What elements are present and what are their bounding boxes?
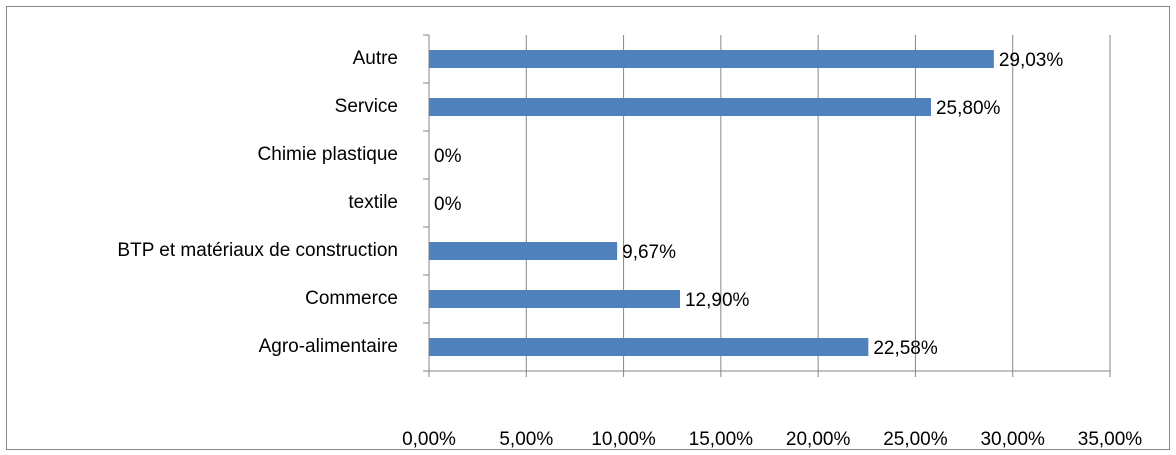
y-tick-label: Chimie plastique — [258, 144, 398, 165]
bar — [429, 242, 618, 260]
value-label: 9,67% — [622, 242, 676, 263]
value-label: 22,58% — [873, 338, 938, 359]
value-label: 0% — [434, 194, 462, 215]
x-tick-label: 20,00% — [786, 429, 851, 450]
x-tick-label: 25,00% — [883, 429, 948, 450]
y-tick-label: BTP et matériaux de construction — [117, 240, 398, 261]
x-tick-label: 5,00% — [499, 429, 553, 450]
y-tick-label: textile — [348, 192, 398, 213]
y-tick-label: Agro-alimentaire — [259, 336, 398, 357]
y-tick-label: Service — [335, 96, 398, 117]
x-tick-label: 15,00% — [689, 429, 754, 450]
bar — [429, 98, 931, 116]
chart-frame — [6, 6, 1170, 450]
value-label: 12,90% — [685, 290, 750, 311]
y-tick-label: Autre — [353, 48, 398, 69]
value-label: 0% — [434, 146, 462, 167]
x-tick-label: 35,00% — [1078, 429, 1143, 450]
bar — [429, 338, 869, 356]
bar — [429, 50, 994, 68]
value-label: 29,03% — [999, 50, 1064, 71]
y-tick-label: Commerce — [305, 288, 398, 309]
bar — [429, 290, 680, 308]
x-tick-label: 10,00% — [591, 429, 656, 450]
x-tick-label: 0,00% — [402, 429, 456, 450]
x-tick-label: 30,00% — [980, 429, 1045, 450]
value-label: 25,80% — [936, 98, 1001, 119]
